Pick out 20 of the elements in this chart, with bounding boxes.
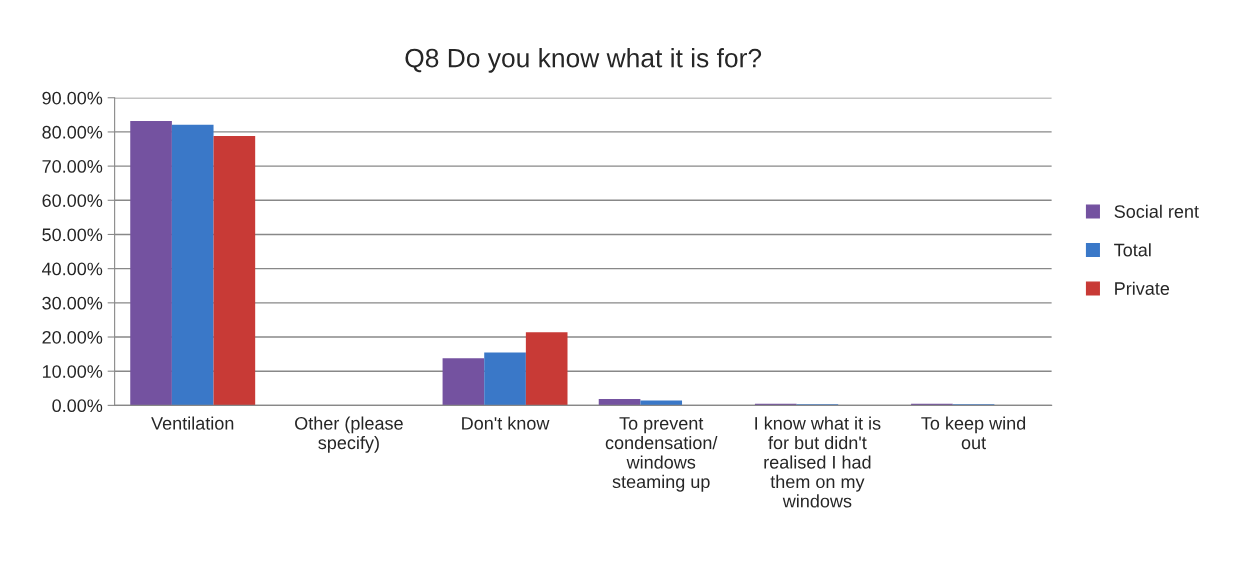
y-tick-label: 70.00% <box>42 160 103 173</box>
legend-label: Private <box>1115 281 1170 295</box>
x-tick-label: Don't know <box>462 416 550 430</box>
y-tick-label: 80.00% <box>42 125 103 139</box>
x-tick-label: To keep wind out <box>921 416 1026 450</box>
legend-label: Social rent <box>1114 204 1199 218</box>
y-tick-label: 50.00% <box>42 228 103 242</box>
x-tick-label: I know what it is for but didn't realised I had them on my windows <box>755 416 881 508</box>
y-tick-label: 90.00% <box>42 91 103 105</box>
x-tick-label: To prevent condensation/ windows steaming up <box>605 417 718 492</box>
y-tick-label: 20.00% <box>42 330 103 344</box>
chart-title: Q8 Do you know what it is for? <box>405 48 762 73</box>
y-tick-label: 0.00% <box>52 399 103 413</box>
x-tick-label: Other (please specify) <box>295 416 403 453</box>
y-tick-label: 10.00% <box>42 365 103 378</box>
legend-label: Total <box>1114 243 1151 257</box>
x-tick-label: Ventilation <box>151 416 234 430</box>
y-tick-label: 40.00% <box>42 262 103 276</box>
y-tick-label: 30.00% <box>42 296 103 310</box>
y-tick-label: 60.00% <box>42 194 103 208</box>
